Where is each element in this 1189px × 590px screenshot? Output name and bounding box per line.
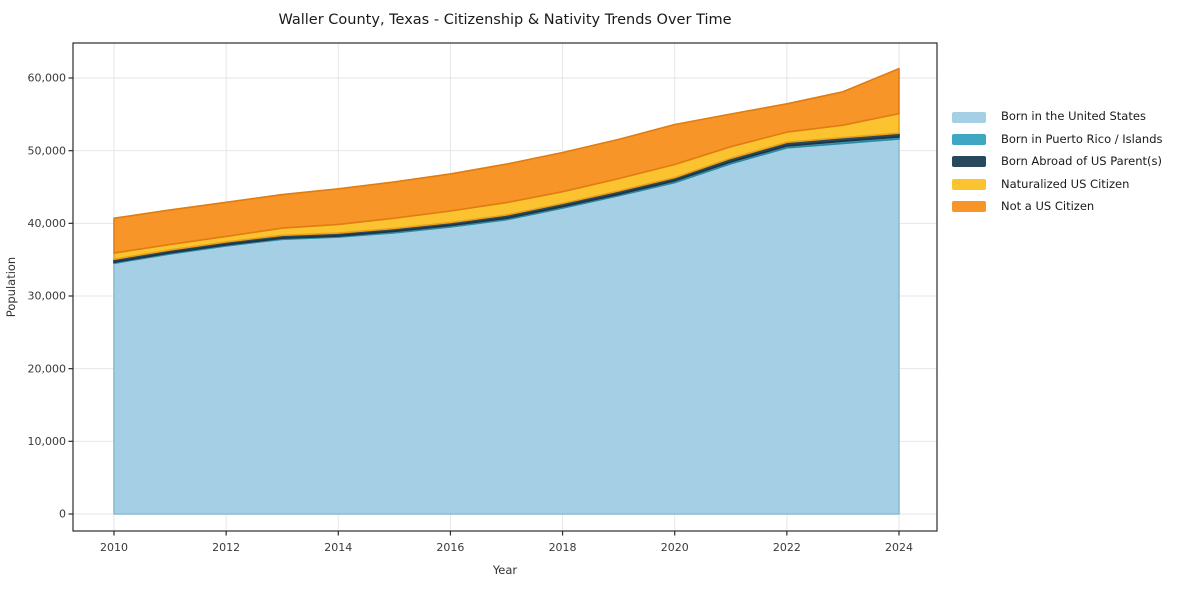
legend-label: Naturalized US Citizen	[1001, 176, 1130, 191]
legend: Born in the United States Born in Puerto…	[952, 106, 1163, 218]
y-tick-label: 40,000	[28, 217, 67, 230]
axis-ticks: 2010 2012 2014 2016 2018 2020 2022 2024 0 10,000 2…	[28, 72, 914, 554]
x-tick-label: 2022	[773, 541, 801, 554]
y-tick-label: 10,000	[28, 435, 67, 448]
y-tick-label: 50,000	[28, 144, 67, 157]
y-tick-label: 20,000	[28, 362, 67, 375]
legend-label: Born in the United States	[1001, 109, 1146, 124]
chart-title: Waller County, Texas - Citizenship & Nat…	[278, 12, 731, 28]
y-axis-title: Population	[4, 257, 18, 317]
x-tick-label: 2016	[436, 541, 464, 554]
legend-item: Born in the United States	[952, 106, 1163, 128]
x-tick-label: 2018	[549, 541, 577, 554]
area-series-not-a-us-citizen	[113, 67, 900, 254]
x-tick-label: 2012	[212, 541, 240, 554]
legend-item: Naturalized US Citizen	[952, 173, 1163, 195]
legend-swatch-naturalized	[952, 178, 986, 190]
legend-label: Not a US Citizen	[1001, 199, 1095, 213]
legend-swatch-puerto-rico	[952, 134, 986, 146]
plot-border	[72, 42, 938, 532]
legend-item: Born Abroad of US Parent(s)	[952, 151, 1163, 173]
legend-item: Born in Puerto Rico / Islands	[952, 128, 1163, 150]
area-series-layer	[113, 67, 900, 515]
x-tick-label: 2020	[661, 541, 689, 554]
y-tick-label: 30,000	[28, 290, 67, 303]
y-tick-label: 60,000	[28, 72, 67, 85]
legend-label: Born in Puerto Rico / Islands	[1001, 131, 1163, 146]
y-tick-label: 0	[59, 508, 66, 521]
legend-swatch-not-citizen	[952, 201, 986, 213]
x-tick-label: 2010	[100, 541, 128, 554]
x-tick-label: 2014	[324, 541, 352, 554]
x-tick-label: 2024	[885, 541, 913, 554]
axes-frame	[72, 42, 938, 532]
x-axis-title: Year	[492, 563, 518, 577]
legend-swatch-born-abroad	[952, 156, 986, 168]
legend-item: Not a US Citizen	[952, 196, 1163, 218]
legend-label: Born Abroad of US Parent(s)	[1001, 154, 1162, 169]
legend-swatch-born-in-us	[952, 111, 986, 123]
